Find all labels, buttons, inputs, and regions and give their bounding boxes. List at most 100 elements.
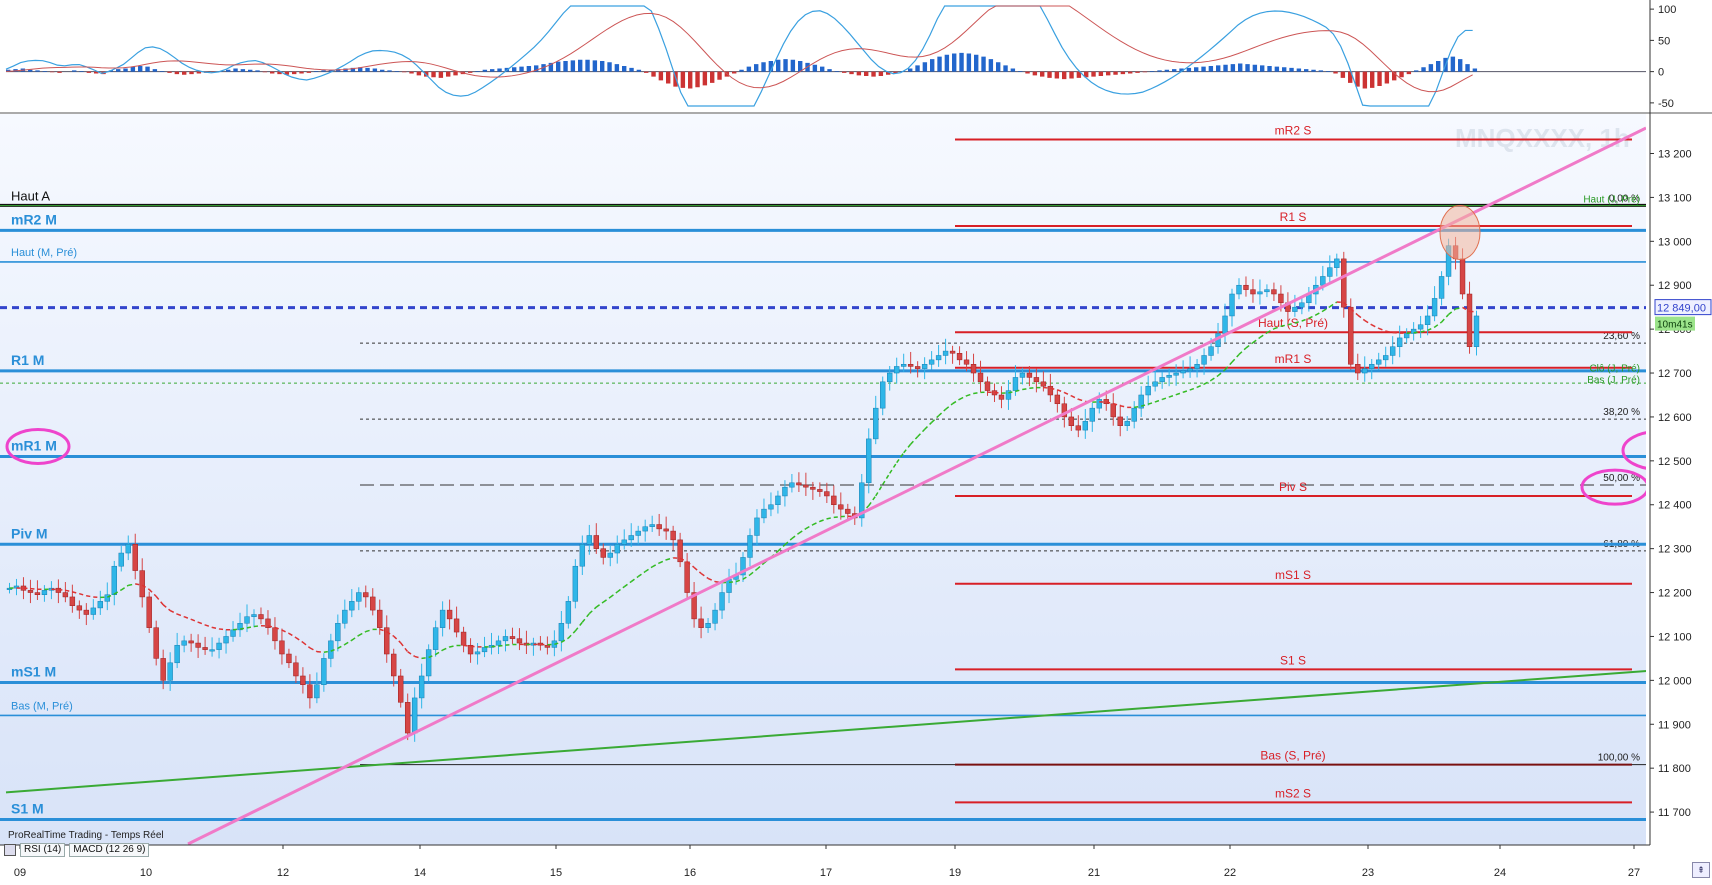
time-tick-label: 15: [550, 867, 562, 879]
macd-histogram-bar: [1304, 69, 1308, 72]
fib-label: 100,00 %: [1598, 753, 1640, 764]
candle-body: [119, 553, 124, 566]
candle-body: [419, 676, 424, 698]
macd-histogram-bar: [446, 72, 450, 77]
price-y-tick-label: 12 600: [1658, 412, 1692, 424]
macd-histogram-bar: [153, 69, 157, 72]
weekly-level-label: mS1 S: [1275, 568, 1311, 582]
candle-body: [279, 641, 284, 654]
macd-histogram-bar: [1018, 71, 1022, 72]
candle-body: [636, 531, 641, 535]
candle-body: [671, 531, 676, 540]
indicator-menu-icon[interactable]: [4, 844, 16, 856]
candle-body: [915, 366, 920, 368]
candle-body: [643, 527, 648, 531]
candle-body: [1348, 307, 1353, 364]
macd-histogram-bar: [255, 70, 259, 71]
macd-histogram-bar: [431, 72, 435, 78]
macd-histogram-bar: [967, 54, 971, 72]
macd-histogram-bar: [1003, 65, 1007, 71]
macd-histogram-bar: [827, 69, 831, 72]
indicator-macd-button[interactable]: MACD (12 26 9): [69, 843, 149, 857]
price-y-tick-label: 12 500: [1658, 456, 1692, 468]
candle-body: [1146, 386, 1151, 395]
candle-body: [685, 562, 690, 593]
candle-body: [573, 566, 578, 601]
candle-body: [1188, 369, 1193, 371]
candle-body: [1041, 382, 1046, 386]
candle-body: [580, 544, 585, 566]
price-y-tick-label: 12 900: [1658, 280, 1692, 292]
macd-histogram-bar: [1187, 68, 1191, 72]
macd-histogram-bar: [1436, 61, 1440, 72]
candle-body: [831, 496, 836, 505]
weekly-level-label: S1 S: [1280, 653, 1306, 667]
candle-body: [342, 610, 347, 623]
macd-histogram-bar: [160, 71, 164, 72]
candle-body: [224, 636, 229, 643]
candle-body: [112, 566, 117, 595]
macd-histogram-bar: [57, 72, 61, 73]
candle-body: [1223, 316, 1228, 334]
macd-histogram-bar: [622, 66, 626, 72]
macd-histogram-bar: [226, 70, 230, 72]
macd-histogram-bar: [761, 62, 765, 71]
candle-body: [1174, 373, 1179, 375]
macd-histogram-bar: [959, 53, 963, 72]
monthly-level-label: mR1 M: [11, 437, 57, 453]
candle-body: [1474, 316, 1479, 347]
candle-body: [154, 628, 159, 659]
candle-body: [545, 645, 550, 647]
macd-histogram-bar: [28, 70, 32, 72]
time-tick-label: 14: [414, 867, 426, 879]
candle-body: [1383, 355, 1388, 359]
macd-histogram-bar: [681, 72, 685, 88]
macd-histogram-bar: [739, 70, 743, 72]
macd-histogram-bar: [123, 69, 127, 72]
indicator-rsi-button[interactable]: RSI (14): [20, 843, 65, 857]
macd-histogram-bar: [299, 72, 303, 74]
macd-histogram-bar: [593, 60, 597, 71]
candle-body: [1320, 276, 1325, 285]
macd-histogram-bar: [87, 72, 91, 73]
candle-body: [84, 610, 89, 614]
time-tick-label: 24: [1494, 867, 1506, 879]
macd-panel-bg: [0, 0, 1712, 112]
candle-body: [300, 676, 305, 685]
macd-histogram-bar: [1297, 69, 1301, 72]
macd-histogram-bar: [1465, 64, 1469, 72]
price-y-tick-label: 12 400: [1658, 500, 1692, 512]
candle-body: [1334, 259, 1339, 268]
candle-body: [1076, 426, 1081, 430]
candle-body: [126, 544, 131, 553]
candle-body: [775, 496, 780, 505]
candle-body: [314, 685, 319, 698]
candle-body: [866, 439, 871, 483]
candle-body: [1202, 355, 1207, 364]
macd-histogram-bar: [1143, 72, 1147, 73]
macd-histogram-bar: [248, 70, 252, 72]
candle-body: [1362, 369, 1367, 373]
scroll-right-button[interactable]: ⇞: [1692, 862, 1710, 878]
macd-histogram-bar: [292, 72, 296, 75]
candle-body: [908, 364, 913, 366]
macd-histogram-bar: [1091, 72, 1095, 77]
candle-body: [720, 593, 725, 611]
candle-body: [391, 654, 396, 676]
candle-body: [1397, 338, 1402, 347]
candle-body: [922, 364, 927, 368]
candle-body: [1055, 395, 1060, 404]
candle-body: [28, 590, 33, 592]
candle-body: [147, 597, 152, 628]
candle-body: [1048, 386, 1053, 395]
macd-histogram-bar: [1377, 72, 1381, 86]
candle-body: [182, 641, 187, 645]
macd-histogram-bar: [409, 72, 413, 74]
price-y-tick-label: 13 000: [1658, 236, 1692, 248]
candle-body: [70, 597, 75, 606]
candle-body: [168, 663, 173, 681]
macd-histogram-bar: [1011, 69, 1015, 72]
macd-histogram-bar: [571, 60, 575, 71]
